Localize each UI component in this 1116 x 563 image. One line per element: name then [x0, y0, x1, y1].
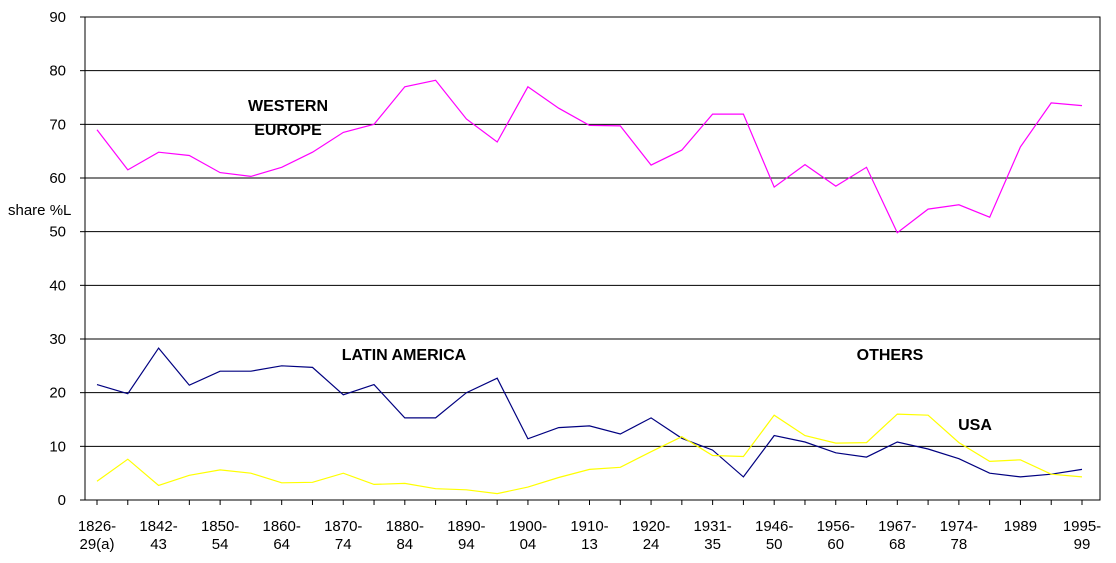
- y-tick-label: 30: [49, 331, 66, 348]
- x-tick-label: 1989: [1004, 518, 1037, 535]
- x-tick-label: 1850-54: [201, 518, 239, 553]
- x-tick-label: 1974-78: [940, 518, 978, 553]
- y-tick-label: 50: [49, 224, 66, 241]
- y-axis-label: share %L: [8, 202, 71, 219]
- y-tick-label: 70: [49, 116, 66, 133]
- series-label: USA: [958, 417, 992, 434]
- x-tick-label: 1946-50: [755, 518, 793, 553]
- x-tick-label: 1967-68: [878, 518, 916, 553]
- y-tick-label: 40: [49, 277, 66, 294]
- annotation: OTHERS: [857, 347, 924, 364]
- x-tick-label: 1995-99: [1063, 518, 1101, 553]
- x-tick-label: 1910-13: [570, 518, 608, 553]
- x-tick-label: 1931-35: [693, 518, 731, 553]
- y-tick-label: 20: [49, 385, 66, 402]
- x-tick-label: 1956-60: [817, 518, 855, 553]
- y-tick-label: 60: [49, 170, 66, 187]
- x-tick-label: 1870-74: [324, 518, 362, 553]
- x-tick-label: 1860-64: [263, 518, 301, 553]
- series-line: [96, 413, 1083, 495]
- x-tick-label: 1826-29(a): [78, 518, 116, 553]
- series-line: [96, 79, 1083, 234]
- y-tick-label: 80: [49, 63, 66, 80]
- y-tick-label: 90: [49, 9, 66, 26]
- series-line: [96, 347, 1083, 478]
- y-tick-label: 0: [58, 492, 66, 509]
- y-tick-label: 10: [49, 438, 66, 455]
- series-label: WESTERN EUROPE: [248, 98, 328, 139]
- x-tick-label: 1900-04: [509, 518, 547, 553]
- x-tick-label: 1842-43: [139, 518, 177, 553]
- plot-area: [84, 16, 1101, 501]
- x-tick-label: 1920-24: [632, 518, 670, 553]
- x-tick-label: 1880-84: [386, 518, 424, 553]
- series-label: LATIN AMERICA: [342, 347, 467, 364]
- x-tick-label: 1890-94: [447, 518, 485, 553]
